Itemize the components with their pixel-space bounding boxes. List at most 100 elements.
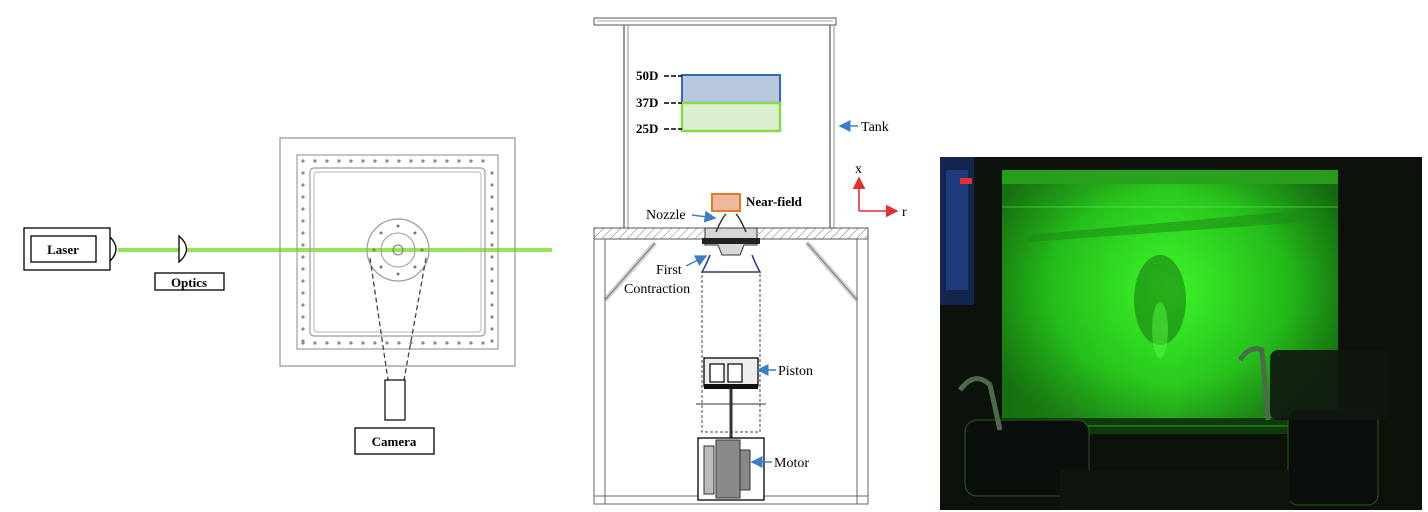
bolt-hole [301,183,305,187]
bolt-hole [457,159,461,163]
piston-label: Piston [778,364,813,379]
bolt-hole [373,341,377,345]
bolt-hole [361,159,365,163]
flange-bolt [379,265,383,269]
bolt-hole [349,341,353,345]
bolt-hole [301,303,305,307]
field-25D [680,101,782,133]
bolt-hole [313,159,317,163]
optics-box [154,272,225,291]
camera-body [384,379,406,421]
level-37D: 37D [636,95,658,110]
bolt-hole [301,219,305,223]
near-field-box [711,193,741,212]
side-view-panel: 50D 37D 25D Tank x r Near-field Nozzle [593,17,907,505]
bolt-hole [490,279,494,283]
camera-fov-left [369,257,389,381]
bolt-hole [469,159,473,163]
bolt-hole [325,341,329,345]
nozzle-exit [392,244,404,256]
first-contraction [700,254,762,273]
optics-lens [178,234,188,264]
frame-left [593,238,606,505]
bolt-hole [421,159,425,163]
motor-label: Motor [774,456,809,471]
bolt-hole [481,341,485,345]
bolt-hole [490,183,494,187]
near-field-label: Near-field [746,194,803,209]
camera-box [354,427,435,455]
bolt-hole [490,231,494,235]
bolt-hole [469,341,473,345]
bolt-hole [301,339,305,343]
flange-bolt [396,224,400,228]
flange-bolt [413,265,417,269]
bolt-hole [490,303,494,307]
nozzle-label: Nozzle [646,208,686,223]
axis-x-label: x [855,162,862,177]
bolt-hole [433,159,437,163]
bolt-hole [301,159,305,163]
axis-r-label: r [902,205,907,220]
bolt-hole [490,255,494,259]
bolt-hole [301,207,305,211]
bolt-hole [301,195,305,199]
bolt-hole [301,327,305,331]
bolt-hole [301,171,305,175]
bolt-hole [457,341,461,345]
flange-bolt [420,248,424,252]
laser-label: Laser [47,242,79,257]
flange-bolts [372,224,424,276]
bolt-holes [301,159,494,345]
bolt-hole [301,315,305,319]
bolt-hole [397,159,401,163]
laser-box: Laser [23,227,117,271]
bolt-hole [490,243,494,247]
bolt-hole [301,291,305,295]
bolt-hole [421,341,425,345]
camera-foreground-left [964,419,1090,497]
bolt-hole [361,341,365,345]
nozzle-inner-ring [380,232,416,268]
optics-label: Optics [171,275,207,290]
experiment-photo [940,157,1422,510]
bolt-hole [337,159,341,163]
bolt-hole [445,341,449,345]
bolt-hole [385,341,389,345]
bolt-hole [337,341,341,345]
top-view-panel: Laser Optics Camera [23,137,552,455]
camera-label: Camera [372,434,417,449]
bolt-hole [385,159,389,163]
bolt-hole [481,159,485,163]
bolt-hole [325,159,329,163]
bolt-hole [301,231,305,235]
bolt-hole [373,159,377,163]
axis-indicator: x r [852,162,907,220]
bolt-hole [490,339,494,343]
bolt-hole [490,315,494,319]
bolt-hole [409,341,413,345]
bolt-hole [445,159,449,163]
field-50D [681,74,781,104]
bolt-hole [490,171,494,175]
bolt-hole [490,219,494,223]
bolt-hole [301,279,305,283]
level-50D: 50D [636,68,658,83]
camera-fov-right [403,257,427,381]
bolt-hole [490,327,494,331]
bolt-hole [301,255,305,259]
nozzle-flange [366,218,430,282]
bolt-hole [433,341,437,345]
bolt-hole [490,195,494,199]
first-contraction-label-2: Contraction [624,282,690,297]
bolt-hole [409,159,413,163]
flange-bolt [396,272,400,276]
flange-bolt [379,231,383,235]
bolt-hole [313,341,317,345]
jet-plume [1134,255,1186,345]
tank-top-view [279,137,516,367]
flange-bolt [372,248,376,252]
motor [697,437,765,501]
bolt-hole [490,207,494,211]
